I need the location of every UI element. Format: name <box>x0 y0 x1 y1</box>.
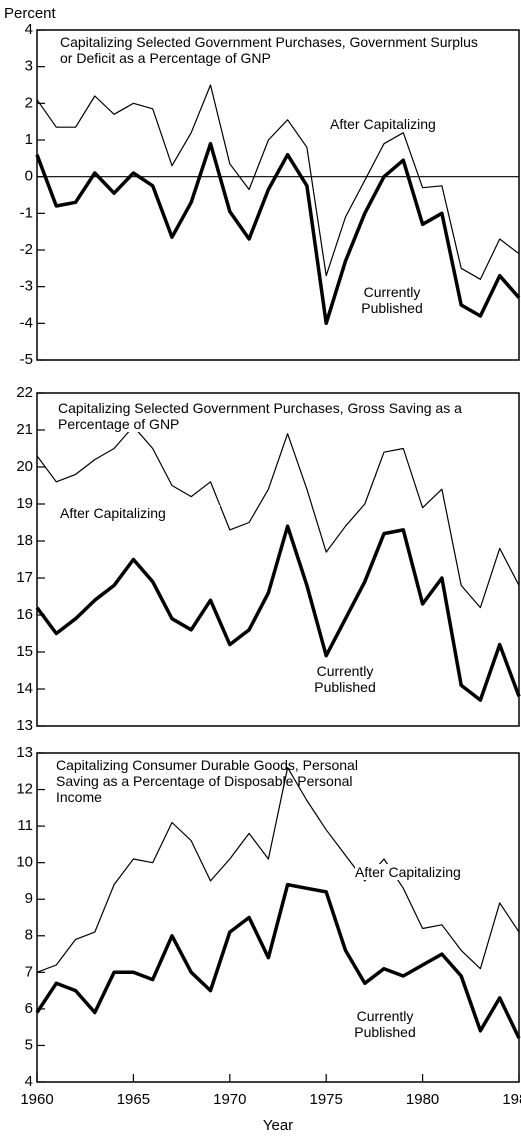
plot-frame <box>36 752 520 1083</box>
y-tick-label: -5 <box>20 351 33 368</box>
y-tick-label: 2 <box>25 94 33 111</box>
x-tick-label: 1975 <box>310 1091 343 1108</box>
y-tick-label: 12 <box>16 781 33 798</box>
plot-frame <box>36 392 520 727</box>
x-axis-label: Year <box>263 1117 293 1134</box>
series-line <box>36 425 520 609</box>
series-label: Currently Published <box>345 1008 425 1040</box>
y-tick-label: 22 <box>16 384 33 401</box>
y-tick-label: -4 <box>20 314 33 331</box>
y-tick-label: 15 <box>16 643 33 660</box>
y-tick-label: 20 <box>16 458 33 475</box>
panel-title: Capitalizing Selected Government Purchas… <box>60 34 480 66</box>
y-tick-label: 9 <box>25 890 33 907</box>
plot-frame <box>36 29 520 361</box>
series-line <box>35 882 521 1039</box>
y-tick-label: 16 <box>16 606 33 623</box>
y-tick-label: -2 <box>20 241 33 258</box>
y-tick-label: 1 <box>25 131 33 148</box>
y-tick-label: 8 <box>25 927 33 944</box>
series-label: After Capitalizing <box>60 505 220 521</box>
x-tick-label: 1980 <box>406 1091 439 1108</box>
y-tick-label: -1 <box>20 204 33 221</box>
y-tick-label: 13 <box>16 744 33 761</box>
x-tick-label: 1960 <box>20 1091 53 1108</box>
series-line <box>36 84 520 280</box>
series-label: Currently Published <box>352 284 432 316</box>
y-tick-label: 5 <box>25 1036 33 1053</box>
y-tick-label: 17 <box>16 569 33 586</box>
series-label: After Capitalizing <box>355 864 515 880</box>
series-line <box>35 141 521 326</box>
x-tick-label: 1965 <box>117 1091 150 1108</box>
y-tick-label: -3 <box>20 278 33 295</box>
y-tick-label: 3 <box>25 58 33 75</box>
y-axis-label: Percent <box>4 5 57 22</box>
y-tick-label: 4 <box>25 1073 33 1090</box>
y-tick-label: 7 <box>25 963 33 980</box>
y-tick-label: 6 <box>25 1000 33 1017</box>
y-tick-label: 13 <box>16 717 33 734</box>
series-line <box>36 767 520 973</box>
y-tick-label: 21 <box>16 421 33 438</box>
panel-title: Capitalizing Selected Government Purchas… <box>58 400 498 432</box>
x-tick-label: 1985 <box>502 1091 521 1108</box>
y-tick-label: 14 <box>16 680 33 697</box>
y-tick-label: 11 <box>17 817 33 834</box>
series-line <box>35 524 521 702</box>
y-tick-label: 18 <box>16 532 33 549</box>
y-tick-label: 19 <box>16 495 33 512</box>
y-tick-label: 4 <box>25 21 33 38</box>
series-label: After Capitalizing <box>330 116 490 132</box>
y-tick-label: 0 <box>25 168 33 185</box>
panel-title: Capitalizing Consumer Durable Goods, Per… <box>56 757 358 805</box>
y-tick-label: 10 <box>16 854 33 871</box>
x-tick-label: 1970 <box>213 1091 246 1108</box>
series-label: Currently Published <box>305 663 385 695</box>
